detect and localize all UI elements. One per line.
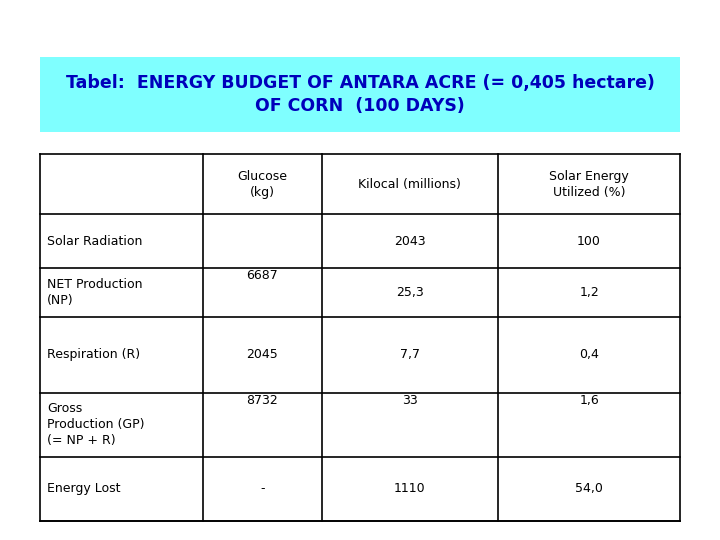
Text: Respiration (R): Respiration (R) bbox=[48, 348, 140, 361]
Text: 100: 100 bbox=[577, 234, 601, 248]
Text: Gross
Production (GP)
(= NP + R): Gross Production (GP) (= NP + R) bbox=[48, 402, 145, 447]
Text: Kilocal (millions): Kilocal (millions) bbox=[359, 178, 461, 191]
Text: Solar Radiation: Solar Radiation bbox=[48, 234, 143, 248]
Text: 33: 33 bbox=[402, 394, 418, 407]
Text: 25,3: 25,3 bbox=[396, 286, 423, 299]
Text: 8732: 8732 bbox=[246, 394, 278, 407]
Text: 54,0: 54,0 bbox=[575, 482, 603, 496]
Text: 1,2: 1,2 bbox=[579, 286, 599, 299]
Text: 1,6: 1,6 bbox=[579, 394, 599, 407]
Text: Glucose
(kg): Glucose (kg) bbox=[238, 170, 287, 199]
Text: -: - bbox=[260, 482, 264, 496]
Text: 6687: 6687 bbox=[246, 269, 278, 282]
Text: Tabel:  ENERGY BUDGET OF ANTARA ACRE (= 0,405 hectare)
OF CORN  (100 DAYS): Tabel: ENERGY BUDGET OF ANTARA ACRE (= 0… bbox=[66, 73, 654, 116]
Text: Solar Energy
Utilized (%): Solar Energy Utilized (%) bbox=[549, 170, 629, 199]
Text: 7,7: 7,7 bbox=[400, 348, 420, 361]
Text: NET Production
(NP): NET Production (NP) bbox=[48, 278, 143, 307]
Text: 1110: 1110 bbox=[394, 482, 426, 496]
Text: 0,4: 0,4 bbox=[579, 348, 599, 361]
Text: Energy Lost: Energy Lost bbox=[48, 482, 121, 496]
Text: 2045: 2045 bbox=[246, 348, 278, 361]
FancyBboxPatch shape bbox=[40, 57, 680, 132]
Text: 2043: 2043 bbox=[394, 234, 426, 248]
